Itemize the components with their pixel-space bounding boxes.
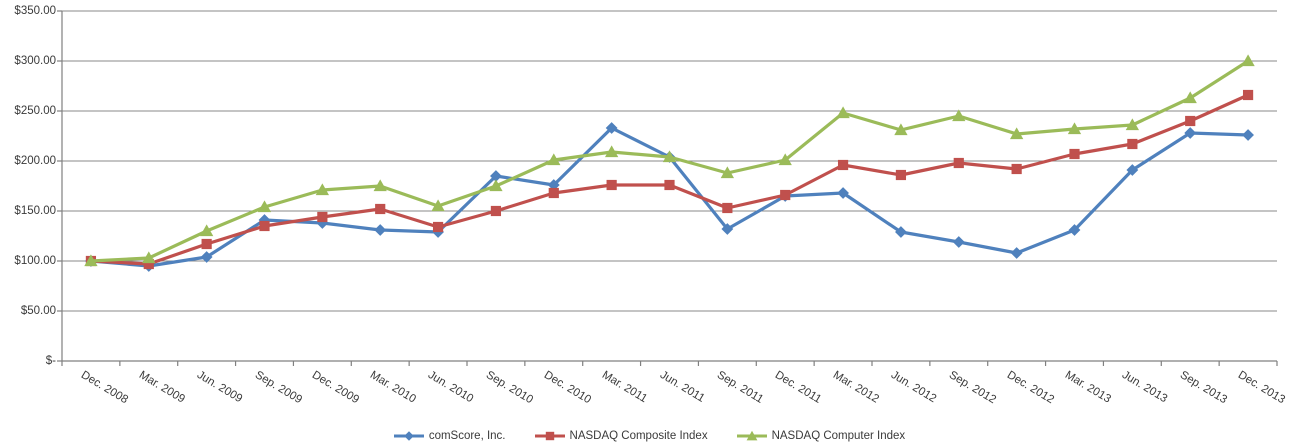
data-point-marker-triangle (604, 145, 619, 158)
data-point-marker-square (201, 238, 212, 250)
y-axis-tick-label: $300.00 (14, 55, 56, 67)
legend-marker-icon (736, 430, 767, 441)
data-point-marker-diamond (1242, 129, 1254, 141)
data-point-marker-square (1185, 115, 1196, 127)
legend-item-label: NASDAQ Composite Index (569, 430, 708, 442)
y-axis-tick-label: $150.00 (14, 205, 56, 217)
data-point-marker-diamond (952, 236, 965, 248)
data-point-marker-triangle (257, 200, 272, 213)
data-point-marker-triangle (778, 153, 792, 166)
y-axis-tick-label: $50.00 (20, 305, 56, 317)
data-point-marker-square (1242, 89, 1254, 101)
data-point-marker-square (1127, 138, 1138, 150)
data-point-marker-triangle (836, 106, 850, 119)
data-point-marker-triangle (489, 179, 503, 192)
data-point-marker-triangle (662, 150, 677, 163)
data-point-marker-square (606, 179, 617, 191)
data-point-marker-square (548, 187, 559, 199)
y-axis-tick-label: $- (45, 355, 56, 367)
data-point-marker-triangle (547, 153, 561, 166)
data-point-marker-square (780, 189, 791, 201)
legend-item-label: comScore, Inc. (428, 430, 506, 442)
series-line-2 (89, 93, 1250, 266)
data-point-marker-triangle (142, 251, 156, 264)
y-axis-tick-label: $250.00 (14, 105, 56, 117)
data-point-marker-square (1069, 148, 1080, 160)
legend-item: NASDAQ Computer Index (736, 429, 906, 443)
data-point-marker-triangle (199, 224, 214, 237)
data-point-marker-triangle (431, 199, 445, 212)
data-point-marker-diamond (1010, 247, 1023, 259)
data-point-marker-triangle (1241, 54, 1255, 67)
data-point-marker-triangle (720, 166, 735, 179)
data-point-marker-square (664, 179, 675, 191)
data-point-marker-square (895, 169, 907, 181)
data-point-marker-triangle (952, 109, 966, 122)
data-point-marker-triangle (894, 123, 908, 136)
y-axis-tick-label: $100.00 (14, 255, 56, 267)
data-point-marker-triangle (1183, 91, 1197, 104)
data-point-marker-triangle (373, 179, 387, 192)
data-point-marker-triangle (1125, 118, 1140, 131)
data-point-marker-square (953, 157, 964, 169)
data-point-marker-diamond (605, 122, 618, 134)
data-point-marker-square (837, 159, 849, 171)
series-line-1 (89, 126, 1250, 268)
data-point-marker-triangle (84, 254, 98, 267)
data-point-marker-diamond (200, 251, 213, 263)
data-point-marker-diamond (837, 187, 849, 199)
data-point-marker-diamond (1126, 164, 1139, 176)
data-point-marker-square (259, 220, 270, 232)
data-point-marker-square (375, 203, 386, 215)
data-point-marker-diamond (1184, 127, 1197, 139)
data-point-marker-square (317, 211, 328, 223)
legend-item: NASDAQ Composite Index (534, 429, 708, 443)
legend: comScore, Inc. NASDAQ Composite Index NASD… (0, 429, 1298, 443)
data-point-marker-diamond (1068, 224, 1081, 236)
data-point-marker-diamond (721, 223, 734, 235)
data-point-marker-triangle (1009, 127, 1024, 140)
data-point-marker-square (1011, 163, 1022, 175)
legend-marker-icon (393, 431, 424, 441)
data-point-marker-square (722, 202, 733, 214)
legend-item: comScore, Inc. (393, 429, 506, 443)
data-point-marker-triangle (315, 183, 330, 196)
data-point-marker-diamond (895, 226, 907, 238)
data-point-marker-triangle (1067, 122, 1082, 135)
data-point-marker-square (432, 221, 444, 233)
legend-marker-icon (534, 431, 565, 441)
y-axis-tick-label: $350.00 (14, 5, 56, 17)
legend-item-label: NASDAQ Computer Index (771, 430, 906, 442)
data-point-marker-square (490, 205, 502, 217)
y-axis-tick-label: $200.00 (14, 155, 56, 167)
data-point-marker-diamond (374, 224, 387, 236)
